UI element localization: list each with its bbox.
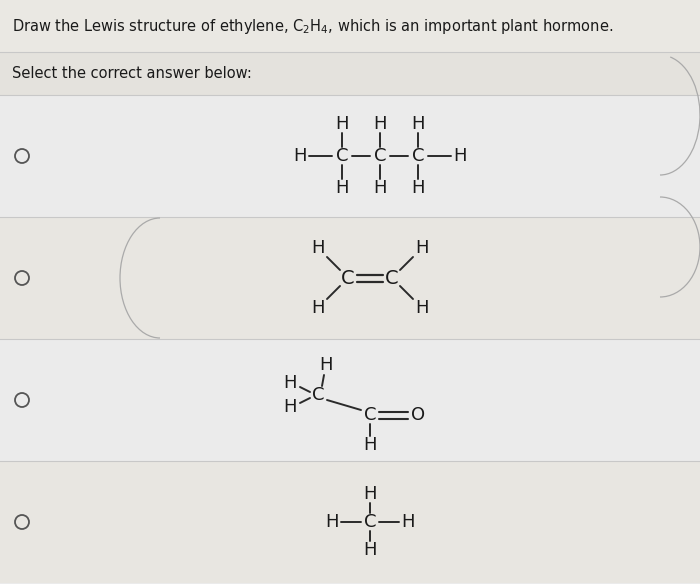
Text: H: H	[335, 179, 349, 197]
Text: H: H	[363, 485, 377, 503]
Text: O: O	[411, 406, 425, 424]
Text: H: H	[326, 513, 339, 531]
Bar	[0, 0, 700, 52]
Text: H: H	[319, 356, 332, 374]
Bar	[0, 461, 700, 583]
Text: C: C	[341, 269, 355, 287]
Bar	[0, 217, 700, 339]
Text: H: H	[335, 115, 349, 133]
Text: C: C	[385, 269, 399, 287]
Text: H: H	[412, 179, 425, 197]
Bar	[0, 52, 700, 95]
Text: H: H	[373, 179, 386, 197]
Text: H: H	[415, 239, 428, 257]
Text: C: C	[336, 147, 349, 165]
Text: Draw the Lewis structure of ethylene, $\mathregular{C_2H_4}$, which is an import: Draw the Lewis structure of ethylene, $\…	[12, 16, 613, 36]
Text: H: H	[373, 115, 386, 133]
Text: C: C	[374, 147, 386, 165]
Text: H: H	[293, 147, 307, 165]
Text: H: H	[415, 299, 428, 317]
Text: C: C	[312, 386, 324, 404]
Text: C: C	[364, 406, 377, 424]
Text: C: C	[364, 513, 377, 531]
Text: H: H	[284, 374, 297, 392]
Text: H: H	[412, 115, 425, 133]
Bar	[0, 339, 700, 461]
Text: H: H	[363, 436, 377, 454]
Text: H: H	[284, 398, 297, 416]
Text: H: H	[401, 513, 414, 531]
Text: H: H	[312, 239, 325, 257]
Text: H: H	[454, 147, 467, 165]
Text: Select the correct answer below:: Select the correct answer below:	[12, 66, 252, 81]
Text: C: C	[412, 147, 424, 165]
Bar	[0, 95, 700, 217]
Text: H: H	[363, 541, 377, 559]
Text: H: H	[312, 299, 325, 317]
